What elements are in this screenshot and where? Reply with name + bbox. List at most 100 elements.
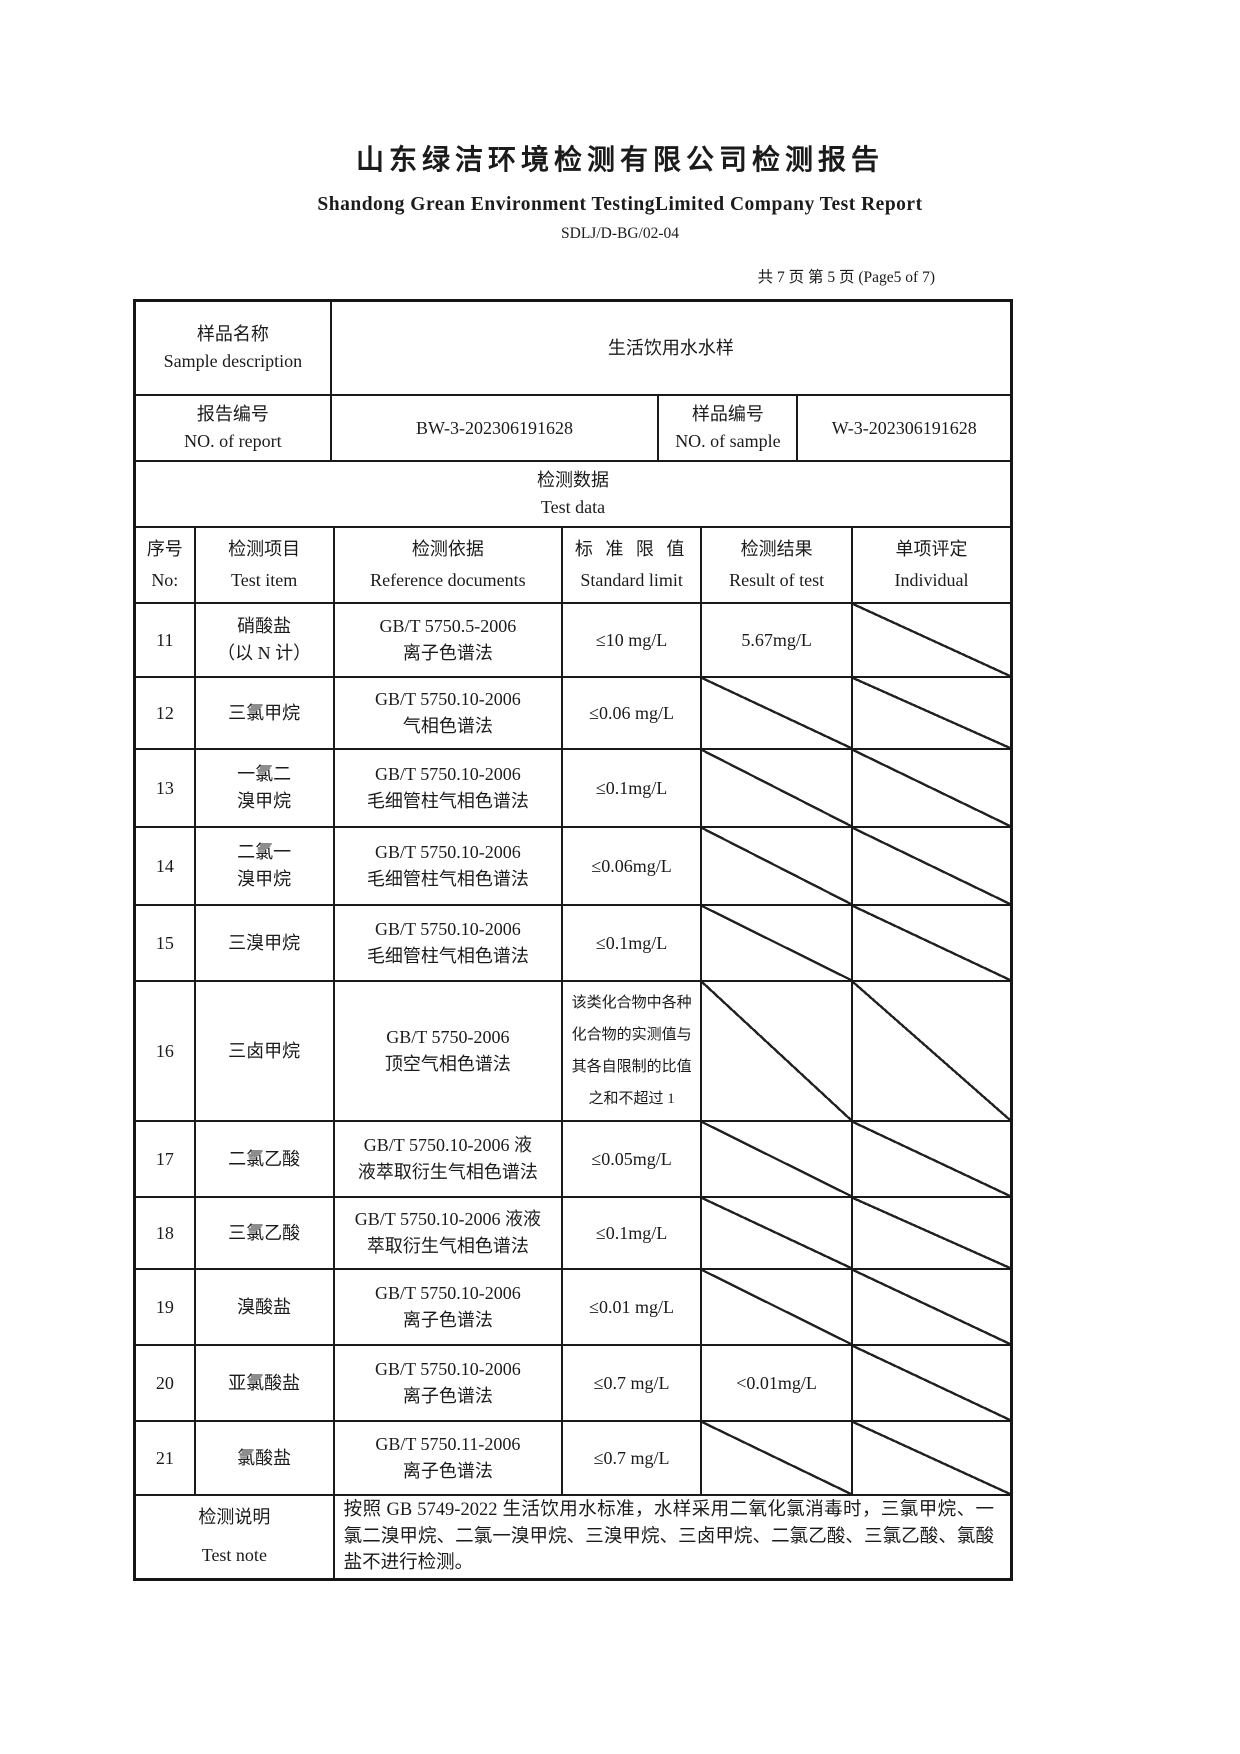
header-no: 序号 No:	[136, 528, 196, 602]
reference-documents: GB/T 5750.10-2006 液液 萃取衍生气相色谱法	[335, 1198, 564, 1268]
report-number-row: 报告编号 NO. of report BW-3-202306191628 样品编…	[136, 396, 1010, 462]
test-result: <0.01mg/L	[702, 1346, 854, 1420]
test-item: 一氯二 溴甲烷	[196, 750, 335, 826]
header-result: 检测结果 Result of test	[702, 528, 854, 602]
header-test-item: 检测项目 Test item	[196, 528, 335, 602]
test-result	[702, 750, 854, 826]
section-title-en: Test data	[540, 497, 606, 517]
sample-description-label: 样品名称 Sample description	[136, 302, 332, 394]
test-item: 氯酸盐	[196, 1422, 335, 1494]
test-item: 亚氯酸盐	[196, 1346, 335, 1420]
page-number: 共 7 页 第 5 页 (Page5 of 7)	[757, 269, 935, 286]
individual-evaluation	[853, 1122, 1010, 1196]
row-no: 21	[136, 1422, 196, 1494]
sample-description-row: 样品名称 Sample description 生活饮用水水样	[136, 302, 1010, 396]
document-code: SDLJ/D-BG/02-04	[561, 225, 679, 242]
test-item: 三溴甲烷	[196, 906, 335, 980]
table-row-11: 11 硝酸盐 （以 N 计） GB/T 5750.5-2006 离子色谱法 ≤1…	[136, 604, 1010, 678]
table-row-17: 17 二氯乙酸 GB/T 5750.10-2006 液 液萃取衍生气相色谱法 ≤…	[136, 1122, 1010, 1198]
sample-no-label: 样品编号 NO. of sample	[659, 396, 799, 460]
test-note-text: 按照 GB 5749-2022 生活饮用水标准，水样采用二氧化氯消毒时，三氯甲烷…	[343, 1499, 994, 1574]
individual-evaluation	[853, 828, 1010, 904]
standard-limit: ≤0.7 mg/L	[563, 1346, 703, 1420]
report-no-label-en: NO. of report	[184, 431, 282, 451]
reference-documents: GB/T 5750.10-2006 离子色谱法	[335, 1270, 564, 1344]
row-no: 13	[136, 750, 196, 826]
sample-no-label-en: NO. of sample	[675, 431, 781, 451]
standard-limit: ≤0.1mg/L	[563, 750, 703, 826]
report-no-label-cn: 报告编号	[196, 404, 269, 424]
table-row-14: 14 二氯一 溴甲烷 GB/T 5750.10-2006 毛细管柱气相色谱法 ≤…	[136, 828, 1010, 906]
header-result-en: Result of test	[729, 570, 825, 590]
row-no: 18	[136, 1198, 196, 1268]
header-individual-en: Individual	[894, 570, 969, 590]
reference-documents: GB/T 5750.10-2006 毛细管柱气相色谱法	[335, 750, 564, 826]
test-item: 二氯一 溴甲烷	[196, 828, 335, 904]
test-note-label-cn: 检测说明	[198, 1507, 271, 1528]
test-result	[702, 1122, 854, 1196]
section-title-row: 检测数据 Test data	[136, 462, 1010, 528]
individual-evaluation	[853, 1198, 1010, 1268]
header-individual: 单项评定 Individual	[853, 528, 1010, 602]
standard-limit: ≤0.06 mg/L	[563, 678, 703, 748]
sample-description-label-en: Sample description	[163, 351, 303, 371]
test-result: 5.67mg/L	[702, 604, 854, 676]
header-reference: 检测依据 Reference documents	[335, 528, 564, 602]
table-row-18: 18 三氯乙酸 GB/T 5750.10-2006 液液 萃取衍生气相色谱法 ≤…	[136, 1198, 1010, 1270]
individual-evaluation	[853, 982, 1010, 1120]
reference-documents: GB/T 5750.10-2006 气相色谱法	[335, 678, 564, 748]
test-note-label-en: Test note	[201, 1545, 267, 1565]
header-reference-cn: 检测依据	[411, 539, 484, 560]
test-note-label: 检测说明 Test note	[136, 1496, 335, 1578]
column-header-row: 序号 No: 检测项目 Test item 检测依据 Reference doc…	[136, 528, 1010, 604]
reference-documents: GB/T 5750.10-2006 离子色谱法	[335, 1346, 564, 1420]
test-report-table: 样品名称 Sample description 生活饮用水水样 报告编号 NO.…	[133, 299, 1013, 1581]
row-no: 14	[136, 828, 196, 904]
individual-evaluation	[853, 750, 1010, 826]
test-item: 二氯乙酸	[196, 1122, 335, 1196]
section-title-cn: 检测数据	[537, 470, 609, 490]
standard-limit: ≤0.01 mg/L	[563, 1270, 703, 1344]
section-title: 检测数据 Test data	[136, 462, 1010, 526]
test-result	[702, 906, 854, 980]
row-no: 16	[136, 982, 196, 1120]
individual-evaluation	[853, 1270, 1010, 1344]
test-result	[702, 1270, 854, 1344]
report-no-value: BW-3-202306191628	[332, 396, 660, 460]
header-result-cn: 检测结果	[740, 539, 813, 560]
row-no: 15	[136, 906, 196, 980]
row-no: 20	[136, 1346, 196, 1420]
reference-documents: GB/T 5750.10-2006 毛细管柱气相色谱法	[335, 828, 564, 904]
test-item: 三氯乙酸	[196, 1198, 335, 1268]
row-no: 11	[136, 604, 196, 676]
header-test-item-en: Test item	[231, 570, 298, 590]
standard-limit: ≤0.1mg/L	[563, 1198, 703, 1268]
header-no-cn: 序号	[146, 539, 183, 560]
row-no: 17	[136, 1122, 196, 1196]
reference-documents: GB/T 5750-2006 顶空气相色谱法	[335, 982, 564, 1120]
table-row-21: 21 氯酸盐 GB/T 5750.11-2006 离子色谱法 ≤0.7 mg/L	[136, 1422, 1010, 1496]
sample-description-value: 生活饮用水水样	[607, 337, 734, 358]
test-result	[702, 678, 854, 748]
sample-no-value: W-3-202306191628	[831, 417, 977, 438]
individual-evaluation	[853, 678, 1010, 748]
test-result	[702, 982, 854, 1120]
table-row-19: 19 溴酸盐 GB/T 5750.10-2006 离子色谱法 ≤0.01 mg/…	[136, 1270, 1010, 1346]
standard-limit: 该类化合物中各种 化合物的实测值与 其各自限制的比值 之和不超过 1	[563, 982, 703, 1120]
individual-evaluation	[853, 1346, 1010, 1420]
report-no-label: 报告编号 NO. of report	[136, 396, 332, 460]
test-result	[702, 828, 854, 904]
row-no: 19	[136, 1270, 196, 1344]
reference-documents: GB/T 5750.10-2006 液 液萃取衍生气相色谱法	[335, 1122, 564, 1196]
header-test-item-cn: 检测项目	[228, 539, 301, 560]
table-row-12: 12 三氯甲烷 GB/T 5750.10-2006 气相色谱法 ≤0.06 mg…	[136, 678, 1010, 750]
test-result	[702, 1422, 854, 1494]
standard-limit: ≤0.1mg/L	[563, 906, 703, 980]
test-item: 硝酸盐 （以 N 计）	[196, 604, 335, 676]
table-row-13: 13 一氯二 溴甲烷 GB/T 5750.10-2006 毛细管柱气相色谱法 ≤…	[136, 750, 1010, 828]
reference-documents: GB/T 5750.5-2006 离子色谱法	[335, 604, 564, 676]
report-title-en: Shandong Grean Environment TestingLimite…	[317, 194, 923, 215]
table-row-20: 20 亚氯酸盐 GB/T 5750.10-2006 离子色谱法 ≤0.7 mg/…	[136, 1346, 1010, 1422]
reference-documents: GB/T 5750.11-2006 离子色谱法	[335, 1422, 564, 1494]
test-item: 三卤甲烷	[196, 982, 335, 1120]
